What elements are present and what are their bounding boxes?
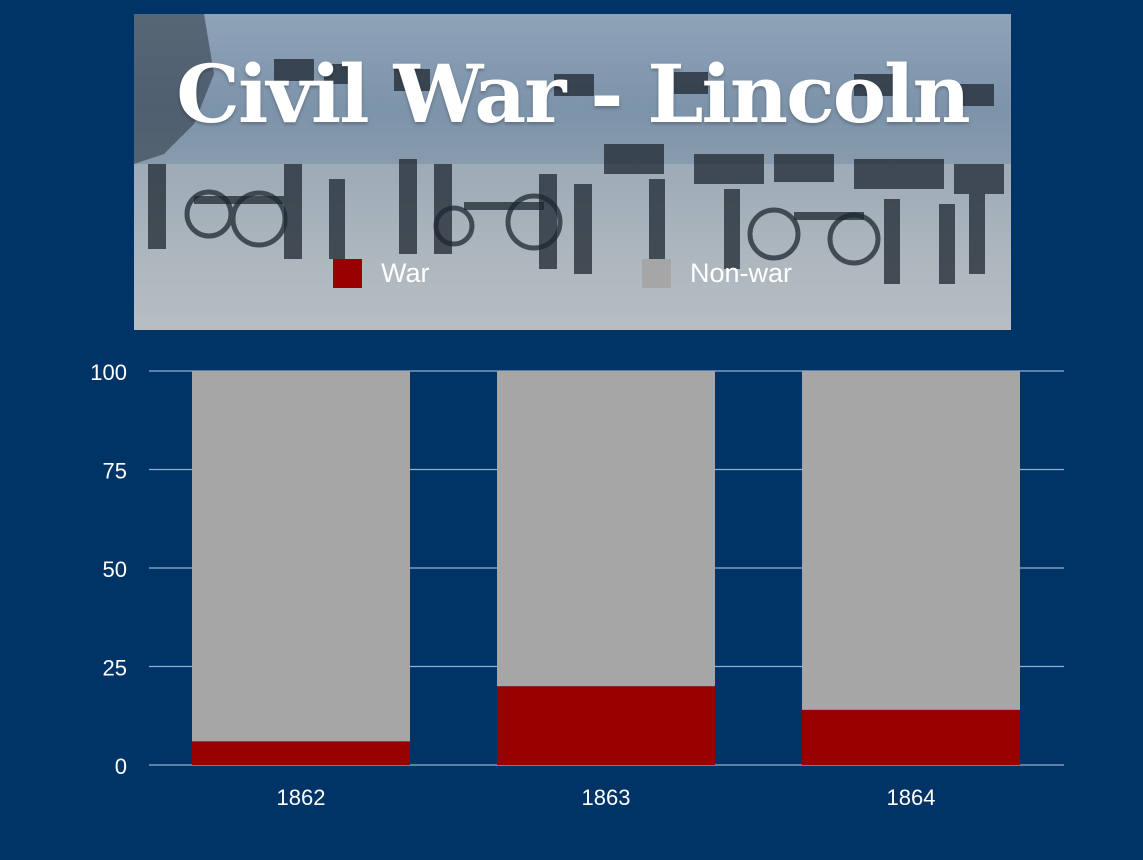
legend-swatch-war xyxy=(333,259,362,288)
bar-non-war-1862 xyxy=(192,371,410,742)
legend-item-non-war: Non-war xyxy=(642,259,792,288)
soldiers-artillery-photo xyxy=(134,14,1011,330)
header-banner: Civil War - Lincoln War Non-war xyxy=(134,14,1011,330)
stacked-bar-chart: 0 25 50 75 100 1862 1863 1864 xyxy=(90,360,1064,810)
bar-non-war-1863 xyxy=(497,371,715,687)
y-tick-label: 75 xyxy=(103,459,127,484)
legend-swatch-non-war xyxy=(642,259,671,288)
y-tick-label: 25 xyxy=(103,656,127,681)
bar-war-1864 xyxy=(802,709,1020,765)
legend-label-war: War xyxy=(381,258,430,288)
x-tick-label: 1864 xyxy=(887,785,936,810)
y-tick-label: 100 xyxy=(90,360,127,385)
legend-item-war: War xyxy=(333,259,430,288)
legend-label-non-war: Non-war xyxy=(690,258,793,288)
bar-war-1863 xyxy=(497,686,715,765)
x-axis: 1862 1863 1864 xyxy=(277,785,936,810)
bars xyxy=(192,371,1020,765)
y-tick-label: 0 xyxy=(115,754,127,779)
x-tick-label: 1862 xyxy=(277,785,326,810)
x-tick-label: 1863 xyxy=(582,785,631,810)
bar-war-1862 xyxy=(192,741,410,765)
slide-title: Civil War - Lincoln xyxy=(176,47,970,141)
bar-non-war-1864 xyxy=(802,371,1020,710)
y-tick-label: 50 xyxy=(103,557,127,582)
y-axis: 0 25 50 75 100 xyxy=(90,360,127,779)
